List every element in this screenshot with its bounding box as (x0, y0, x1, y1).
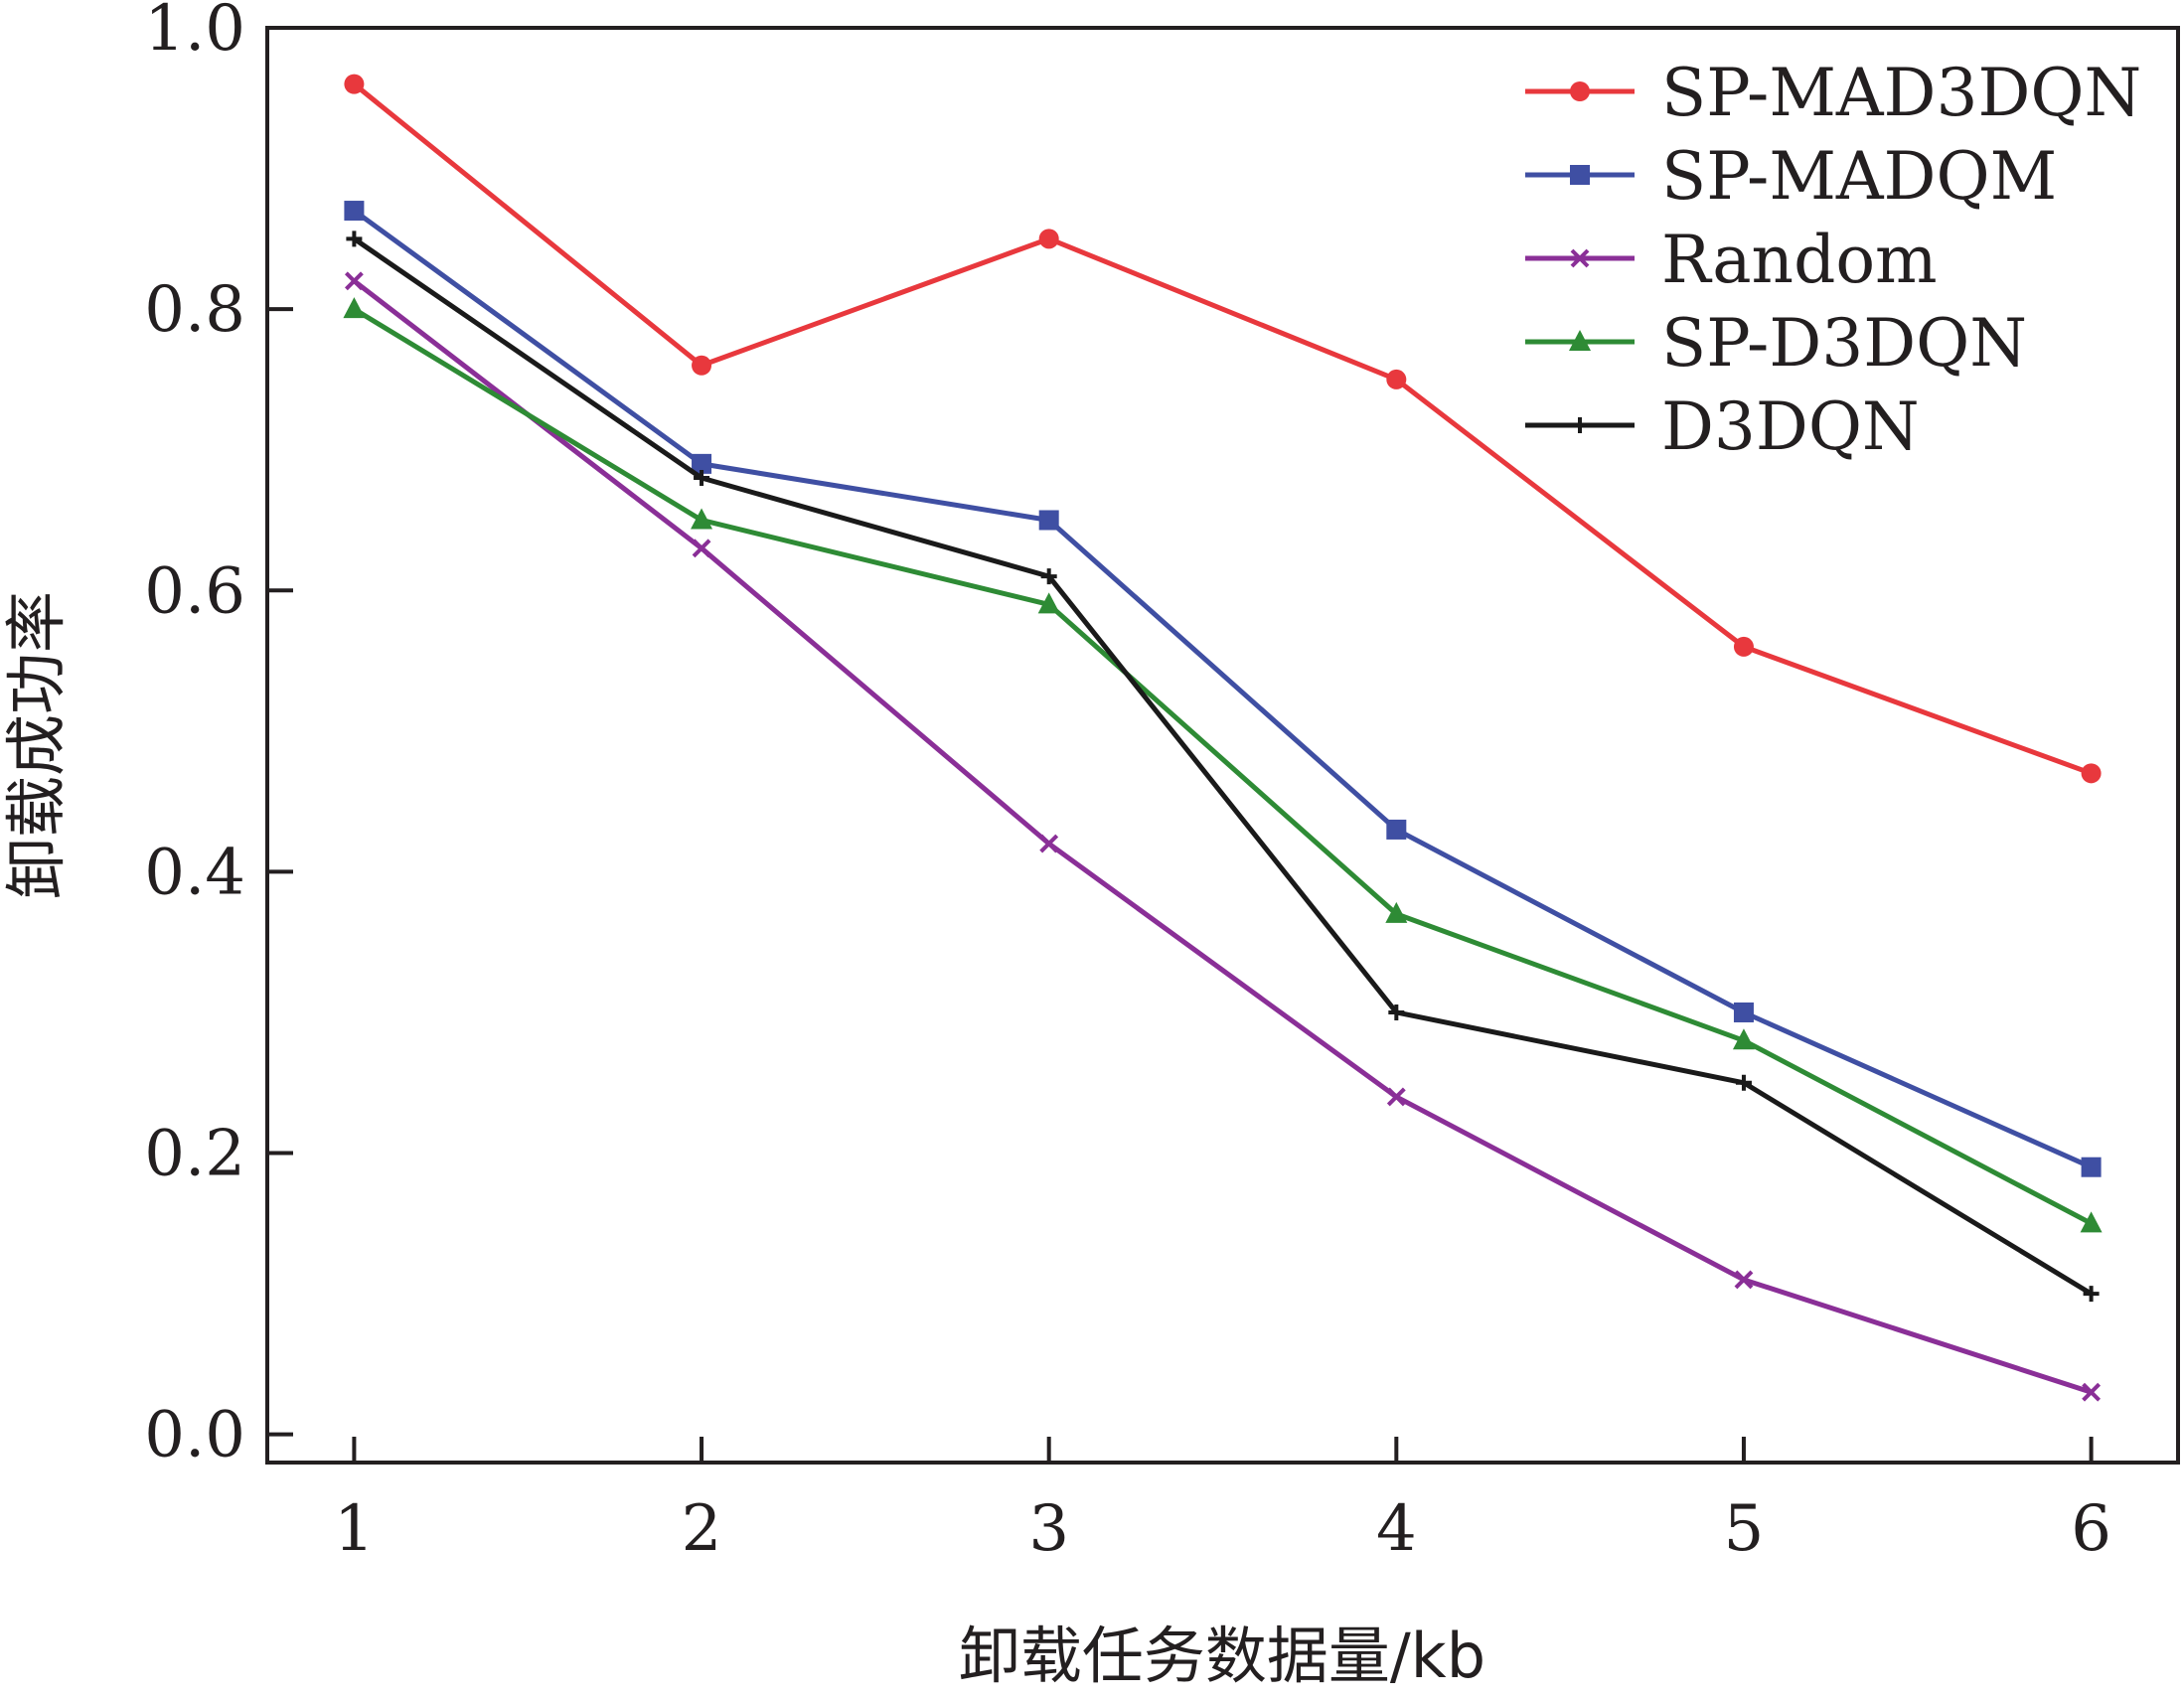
data-point (1733, 636, 1754, 657)
y-tick-label: 0.4 (144, 836, 245, 909)
legend-swatch-marker (1570, 81, 1590, 101)
data-point (1038, 229, 1059, 249)
legend-item: D3DQN (1525, 388, 1920, 465)
series-line (352, 209, 2093, 1169)
x-tick-label: 3 (1028, 1492, 1069, 1566)
series-line (352, 81, 2093, 776)
x-tick-label: 6 (2071, 1492, 2111, 1566)
y-axis-ticks: 0.0 0.2 0.4 0.6 0.8 1.0 (144, 0, 293, 1472)
y-tick-label: 0.0 (144, 1399, 245, 1472)
legend-item: SP-MADQM (1525, 138, 2057, 215)
legend-label: SP-MADQM (1661, 138, 2057, 215)
x-axis-title: 卸载任务数据量/kb (959, 1620, 1485, 1692)
series-d3dqn (346, 231, 2100, 1303)
data-point (1040, 568, 1057, 585)
series-line (352, 278, 2093, 1395)
data-point (1388, 1004, 1405, 1020)
legend-label: D3DQN (1661, 388, 1920, 465)
legend-swatch-marker (1569, 330, 1591, 351)
legend-swatch-marker (1570, 248, 1590, 268)
data-point (1733, 1002, 1754, 1022)
data-point (692, 355, 712, 376)
data-point (344, 271, 364, 291)
data-point (2081, 1157, 2102, 1177)
legend-item: SP-D3DQN (1525, 305, 2027, 382)
plot-frame (265, 26, 2180, 1465)
legend-label: SP-MAD3DQN (1661, 55, 2141, 131)
data-point (1734, 1270, 1754, 1290)
series-random (344, 271, 2102, 1402)
data-point (1039, 834, 1059, 853)
legend-item: SP-MAD3DQN (1525, 55, 2141, 131)
data-point (692, 453, 712, 474)
data-point (2083, 1286, 2100, 1303)
data-point (344, 74, 365, 94)
y-axis-title: 卸载成功率 (0, 591, 73, 899)
series-layer (343, 74, 2103, 1402)
data-point (1386, 1087, 1406, 1107)
x-axis-ticks: 1 2 3 4 5 6 (334, 1437, 2111, 1566)
data-point (1038, 510, 1059, 531)
legend-label: SP-D3DQN (1661, 305, 2027, 382)
legend-label: Random (1661, 222, 1938, 298)
data-point (1386, 369, 1407, 389)
data-point (2080, 1211, 2103, 1233)
x-tick-label: 5 (1724, 1492, 1765, 1566)
data-point (691, 508, 713, 530)
data-point (344, 201, 365, 222)
data-point (346, 231, 363, 247)
legend-item: Random (1525, 222, 1938, 298)
x-tick-label: 1 (334, 1492, 375, 1566)
y-tick-label: 0.6 (144, 554, 245, 628)
series-line (352, 236, 2093, 1297)
data-point (1037, 592, 1060, 614)
data-point (343, 297, 366, 319)
data-point (694, 470, 710, 487)
legend-swatch-marker (1570, 165, 1590, 185)
series-line (353, 307, 2093, 1226)
series-sp-mad3dqn (344, 74, 2102, 784)
data-point (2082, 1382, 2102, 1402)
data-point (692, 539, 711, 558)
series-sp-d3dqn (343, 297, 2103, 1233)
y-tick-label: 0.2 (144, 1118, 245, 1191)
y-tick-label: 0.8 (144, 273, 245, 347)
x-tick-label: 2 (682, 1492, 722, 1566)
data-point (1386, 819, 1407, 840)
data-point (1735, 1074, 1752, 1091)
data-point (2081, 763, 2102, 784)
series-sp-madqm (344, 201, 2102, 1177)
data-point (1732, 1028, 1755, 1050)
y-tick-label: 1.0 (144, 0, 245, 66)
data-point (1385, 901, 1408, 923)
legend-swatch-marker (1572, 417, 1588, 433)
x-tick-label: 4 (1376, 1492, 1417, 1566)
